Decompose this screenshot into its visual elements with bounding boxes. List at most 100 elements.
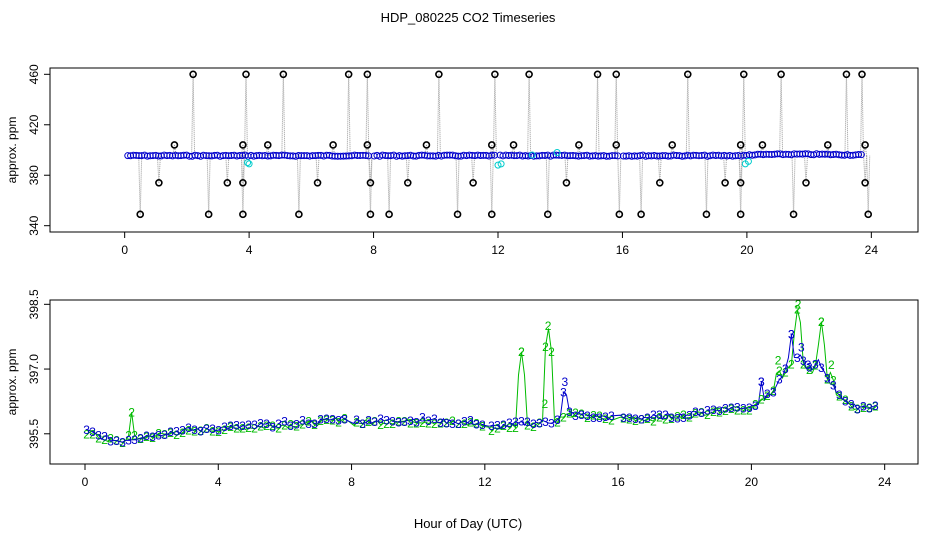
series-3-marker: 3: [143, 429, 150, 443]
spike-point: [736, 141, 745, 149]
series-2-peak-marker: 2: [541, 397, 548, 411]
series-2-marker: 2: [305, 414, 312, 428]
series-3-marker: 3: [245, 418, 252, 432]
series-3-marker: 3: [227, 419, 234, 433]
series-3-marker: 3: [674, 411, 681, 425]
series-2-marker: 2: [698, 406, 705, 420]
spike-point: [612, 141, 621, 149]
top-y-tick-label: 380: [27, 165, 41, 185]
series-3-marker: 3: [566, 405, 573, 419]
series-3-marker: 3: [179, 423, 186, 437]
series-3-marker: 3: [806, 361, 813, 375]
spike-point: [363, 141, 372, 149]
series-2-marker: 2: [644, 412, 651, 426]
series-3-marker: 3: [500, 418, 507, 432]
series-2-marker: 2: [674, 410, 681, 424]
bottom-x-tick-label: 20: [745, 475, 759, 489]
series-3-marker: 3: [395, 415, 402, 429]
series-3-peak-marker: 3: [561, 375, 568, 389]
spike-point: [155, 179, 163, 187]
series-2-marker: 2: [137, 432, 144, 446]
series-2-marker: 2: [425, 417, 432, 431]
series-3-marker: 3: [215, 423, 222, 437]
series-3-marker: 3: [353, 413, 360, 427]
series-3-marker: 3: [620, 411, 627, 425]
series-2-marker: 2: [395, 415, 402, 429]
series-3-marker: 3: [728, 401, 735, 415]
series-3-marker: 3: [377, 412, 384, 426]
spike-point: [366, 179, 375, 187]
top-y-axis-label: approx. ppm: [5, 117, 19, 184]
series-2-marker: 2: [596, 409, 603, 423]
series-2-marker: 2: [746, 404, 753, 418]
series-3-marker: 3: [467, 414, 474, 428]
spike-connector: [208, 155, 211, 215]
spike-point: [823, 141, 832, 149]
series-2-marker: 2: [548, 345, 555, 359]
series-2-marker: 2: [317, 414, 324, 428]
alt-channel-point: [244, 159, 252, 167]
series-2-marker: 2: [95, 431, 102, 445]
series-2-marker: 2: [782, 366, 789, 380]
series-3-marker: 3: [323, 412, 330, 426]
series-3-marker: 3: [542, 415, 549, 429]
bottom-y-tick-label: 398.5: [27, 289, 41, 319]
series-3-marker: 3: [149, 430, 156, 444]
series-3-marker: 3: [512, 415, 519, 429]
spike-connector: [369, 155, 373, 215]
spike-connector: [240, 155, 244, 215]
spike-connector: [864, 144, 868, 156]
series-3-marker: 3: [365, 414, 372, 428]
series-2-marker: 2: [257, 420, 264, 434]
series-2-marker: 2: [536, 416, 543, 430]
series-3-marker: 3: [572, 409, 579, 423]
series-2-marker: 2: [89, 427, 96, 441]
spike-connector: [528, 74, 532, 156]
series-3-marker: 3: [824, 372, 831, 386]
spike-point: [170, 141, 179, 149]
series-2-marker: 2: [554, 416, 561, 430]
top-x-tick-label: 16: [616, 243, 630, 257]
series-3-marker: 3: [335, 414, 342, 428]
spike-connector: [346, 74, 350, 156]
series-3-marker: 3: [257, 417, 264, 431]
spike-point: [858, 70, 866, 79]
spike-connector: [844, 74, 847, 156]
spike-point: [422, 141, 431, 149]
series-3-marker: 3: [107, 434, 114, 448]
top-y-tick-label: 420: [27, 114, 41, 134]
series-2-peak-marker: 2: [828, 358, 835, 372]
spike-point: [739, 70, 748, 79]
bottom-x-tick-label: 24: [878, 475, 892, 489]
top-y-tick-label: 460: [27, 64, 41, 84]
spike-point: [525, 70, 533, 79]
spike-connector: [640, 155, 644, 215]
spike-connector: [365, 74, 368, 156]
series-3-marker: 3: [371, 415, 378, 429]
series-3-marker: 3: [125, 434, 132, 448]
series-3-marker: 3: [818, 361, 825, 375]
spike-point: [509, 141, 518, 149]
series-3-marker: 3: [431, 412, 438, 426]
top-x-tick-label: 20: [740, 243, 754, 257]
series-2-marker: 2: [512, 421, 519, 435]
series-2-marker: 2: [113, 434, 120, 448]
series-2-marker: 2: [494, 421, 501, 435]
spike-connector: [139, 155, 143, 215]
series-3-marker: 3: [191, 423, 198, 437]
spike-connector: [455, 155, 459, 215]
series-2-marker: 2: [107, 431, 114, 445]
series-2-marker: 2: [770, 384, 777, 398]
spike-connector: [472, 155, 476, 183]
series-3-marker: 3: [554, 413, 561, 427]
spike-point: [344, 70, 353, 79]
spike-point: [861, 179, 869, 187]
series-2-marker: 2: [101, 433, 108, 447]
series-2-marker: 2: [752, 397, 759, 411]
series-2-peak-marker: 2: [545, 319, 552, 333]
series-2-peak-marker: 2: [128, 405, 135, 419]
series-3-peak-marker: 3: [788, 328, 795, 342]
series-2-marker: 2: [668, 412, 675, 426]
spike-point: [593, 70, 602, 79]
series-2-marker: 2: [626, 413, 633, 427]
